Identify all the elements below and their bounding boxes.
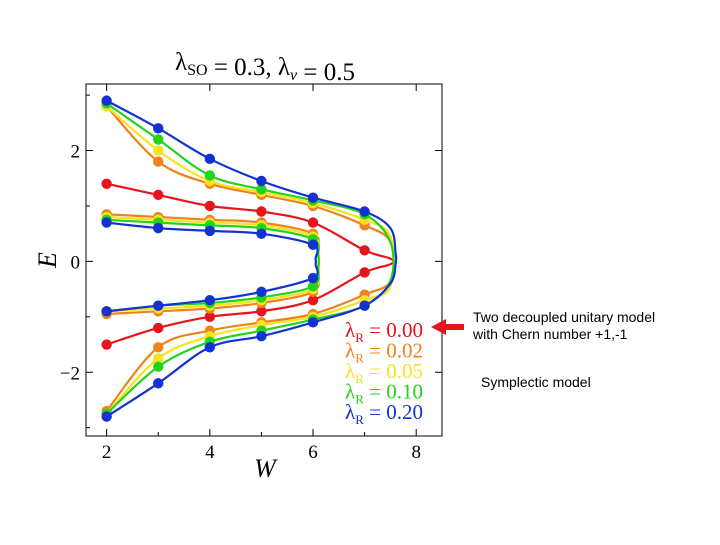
x-tick-label: 4 xyxy=(205,442,215,463)
data-point xyxy=(307,272,319,284)
data-point xyxy=(256,184,267,195)
data-point xyxy=(256,306,267,317)
chart-title: λSO = 0.3, λv = 0.5 xyxy=(175,49,355,86)
data-point xyxy=(256,206,267,217)
data-point xyxy=(204,311,216,323)
x-tick-label: 8 xyxy=(411,442,421,463)
series-line xyxy=(106,99,398,418)
data-point xyxy=(359,300,370,311)
data-point xyxy=(359,245,370,256)
data-point xyxy=(204,200,216,212)
x-tick-label: 2 xyxy=(102,442,112,463)
data-point xyxy=(101,339,112,350)
data-point xyxy=(153,300,164,311)
data-point xyxy=(204,225,216,237)
legend-entry: λR = 0.10 xyxy=(345,380,423,407)
data-point xyxy=(101,178,112,189)
data-point xyxy=(153,123,164,134)
series-4 xyxy=(101,95,398,422)
decoupled-model-note-line2: with Chern number +1,-1 xyxy=(473,326,628,342)
data-point xyxy=(359,267,370,278)
axis-layer: 2 4 6 8 −2 0 2 xyxy=(60,84,442,463)
x-axis-label: W xyxy=(254,454,278,483)
data-point xyxy=(153,378,164,389)
data-point xyxy=(153,189,164,201)
y-tick-label: −2 xyxy=(60,363,80,384)
data-point xyxy=(153,145,164,156)
data-point xyxy=(101,411,112,422)
data-point xyxy=(153,156,164,167)
data-point xyxy=(307,192,319,203)
legend-entry: λR = 0.02 xyxy=(345,339,423,366)
x-tick-label: 6 xyxy=(308,442,318,463)
data-point xyxy=(359,206,370,217)
data-point xyxy=(307,217,319,228)
data-point xyxy=(256,331,267,342)
data-point xyxy=(256,175,267,187)
data-point xyxy=(101,95,112,106)
data-point xyxy=(307,317,319,328)
y-tick-label: 0 xyxy=(71,252,81,273)
arrow-head xyxy=(431,319,446,335)
data-point xyxy=(153,134,164,145)
data-point xyxy=(153,342,164,353)
decoupled-model-note: Two decoupled unitary model with Chern n… xyxy=(473,309,713,343)
data-point xyxy=(256,228,267,239)
data-point xyxy=(307,239,319,250)
data-point xyxy=(153,361,164,372)
data-point xyxy=(307,281,319,292)
arrow-shaft xyxy=(445,324,464,330)
data-point xyxy=(153,353,164,364)
data-point xyxy=(204,170,216,181)
data-point xyxy=(204,342,216,353)
y-tick-label: 2 xyxy=(71,142,81,163)
decoupled-model-note-line1: Two decoupled unitary model xyxy=(473,309,656,325)
legend-entry: λR = 0.05 xyxy=(345,359,423,386)
y-axis-label: E xyxy=(33,252,62,269)
data-point xyxy=(153,222,164,234)
data-point xyxy=(204,153,216,165)
legend-entry: λR = 0.20 xyxy=(345,400,423,427)
data-point xyxy=(256,286,267,298)
series-layer xyxy=(101,95,398,422)
data-point xyxy=(101,217,112,228)
data-point xyxy=(101,306,112,317)
data-point xyxy=(153,322,164,334)
legend-entry: λR = 0.00 xyxy=(345,318,423,345)
callout-arrow xyxy=(431,319,464,335)
data-point xyxy=(307,294,319,306)
plot-frame xyxy=(85,83,443,437)
data-point xyxy=(204,294,216,306)
symplectic-model-note: Symplectic model xyxy=(481,374,591,390)
